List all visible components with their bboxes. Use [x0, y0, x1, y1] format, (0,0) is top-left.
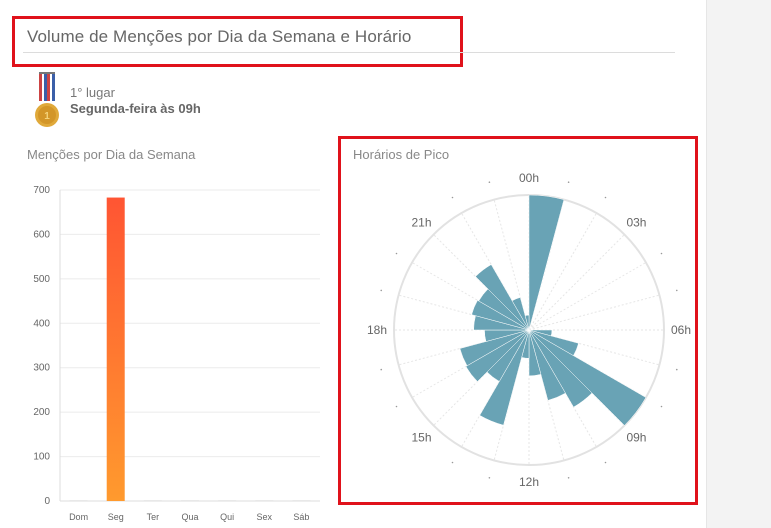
polar-spoke: [411, 329, 530, 398]
polar-tick-dot: [395, 405, 398, 408]
polar-tick-dot: [451, 196, 454, 199]
polar-tick-dot: [395, 252, 398, 255]
polar-wedge: [459, 329, 530, 367]
polar-spoke: [528, 262, 647, 331]
x-tick-label: Sáb: [293, 512, 309, 522]
y-tick-label: 300: [33, 363, 50, 374]
y-tick-label: 200: [33, 407, 50, 418]
polar-wedge: [471, 299, 530, 331]
polar-spoke: [461, 212, 530, 331]
polar-tick-dot: [488, 181, 491, 184]
bar-chart-title: Menções por Dia da Semana: [27, 147, 196, 162]
hour-label: 12h: [519, 475, 539, 489]
polar-spoke: [398, 294, 530, 331]
polar-tick-dot: [604, 196, 607, 199]
gold-medal-icon: 1: [35, 72, 59, 127]
polar-wedge: [528, 329, 593, 408]
polar-tick-dot: [380, 289, 383, 292]
title-highlight-box: [12, 16, 463, 67]
bar: [143, 500, 162, 501]
hour-label: 15h: [412, 430, 432, 444]
bar: [181, 500, 199, 501]
y-tick-label: 500: [33, 274, 50, 285]
polar-tick-dot: [451, 461, 454, 464]
polar-spoke: [528, 329, 565, 461]
x-tick-label: Qua: [181, 512, 198, 522]
polar-tick-dot: [488, 476, 491, 479]
x-tick-label: Qui: [220, 512, 234, 522]
title-divider: [23, 52, 675, 53]
polar-tick-dot: [660, 405, 663, 408]
rank-value: Segunda-feira às 09h: [70, 101, 201, 116]
polar-spoke: [461, 329, 530, 448]
hour-label: 21h: [412, 216, 432, 230]
polar-spoke: [493, 329, 530, 461]
y-tick-label: 700: [33, 185, 50, 196]
polar-tick-dot: [675, 289, 678, 292]
polar-wedge: [528, 329, 566, 401]
bar: [69, 500, 88, 501]
polar-spoke: [411, 262, 530, 331]
x-tick-label: Sex: [257, 512, 273, 522]
polar-wedge: [475, 264, 530, 331]
x-tick-label: Dom: [69, 512, 88, 522]
y-tick-label: 100: [33, 452, 50, 463]
polar-spoke: [528, 329, 597, 448]
polar-tick-dot: [604, 461, 607, 464]
polar-wedge: [511, 297, 530, 331]
polar-highlight-box: [338, 136, 698, 505]
y-tick-label: 600: [33, 229, 50, 240]
polar-wedge: [524, 314, 530, 331]
polar-tick-dot: [567, 181, 570, 184]
polar-tick-dot: [380, 368, 383, 371]
medal-digit: 1: [44, 111, 50, 122]
polar-spoke: [528, 294, 660, 331]
polar-spoke: [433, 234, 530, 331]
polar-wedge: [479, 329, 530, 426]
right-gutter: [706, 0, 771, 528]
y-tick-label: 400: [33, 318, 50, 329]
polar-chart-title: Horários de Pico: [353, 147, 450, 162]
x-tick-label: Seg: [108, 512, 124, 522]
polar-spoke: [528, 329, 660, 366]
rank-label: 1° lugar: [70, 85, 115, 100]
polar-tick-dot: [660, 252, 663, 255]
polar-tick-dot: [567, 476, 570, 479]
hour-label: 06h: [671, 323, 691, 337]
y-tick-label: 0: [44, 496, 50, 507]
hour-label: 00h: [519, 171, 539, 185]
polar-spoke: [528, 234, 625, 331]
polar-wedge: [528, 194, 565, 331]
polar-wedge: [465, 329, 530, 382]
polar-spoke: [398, 329, 530, 366]
hour-label: 18h: [367, 323, 387, 337]
bar: [292, 500, 311, 501]
page-title: Volume de Menções por Dia da Semana e Ho…: [27, 27, 412, 46]
polar-wedge: [528, 329, 542, 377]
polar-spoke: [433, 329, 530, 426]
bar: [218, 500, 237, 501]
polar-spoke: [528, 212, 597, 331]
polar-wedge: [528, 329, 647, 426]
x-tick-label: Ter: [147, 512, 160, 522]
hour-label: 09h: [626, 430, 646, 444]
polar-tick-dot: [675, 368, 678, 371]
bar: [106, 197, 125, 501]
polar-spoke: [493, 199, 530, 331]
bar: [255, 500, 274, 501]
hour-label: 03h: [626, 216, 646, 230]
